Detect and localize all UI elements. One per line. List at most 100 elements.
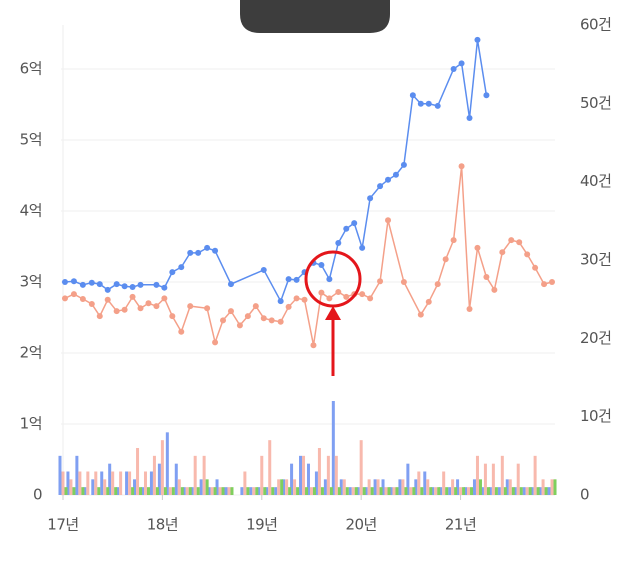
volume-bar — [464, 487, 468, 495]
volume-bar — [423, 471, 427, 495]
volume-bar — [389, 487, 393, 495]
price-point — [178, 328, 185, 335]
volume-bar — [533, 455, 537, 495]
price-point — [88, 301, 95, 308]
volume-bar — [271, 487, 275, 495]
volume-bar — [491, 463, 495, 495]
price-point — [326, 276, 333, 283]
volume-bar — [146, 487, 150, 495]
price-point — [104, 296, 111, 303]
volume-bar — [478, 479, 482, 495]
price-point — [187, 303, 194, 310]
x-tick-label: 20년 — [345, 516, 376, 534]
price-point — [359, 291, 366, 298]
price-point — [204, 244, 211, 251]
y2-tick-label: 60건 — [580, 16, 611, 34]
price-point — [351, 220, 358, 227]
price-point — [335, 288, 342, 295]
volume-bar — [290, 463, 294, 495]
volume-bar — [434, 487, 438, 495]
volume-bar — [72, 487, 76, 495]
volume-bar — [293, 479, 297, 495]
volume-bar — [497, 487, 501, 495]
price-point — [385, 176, 392, 183]
plot: 0 1억 2억 3억 4억 5억 6억 0 10건 20건 30건 40건 50건 60건 17년 18년 19… — [20, 16, 612, 534]
price-point — [129, 293, 136, 300]
price-point — [169, 269, 176, 276]
volume-bar — [486, 487, 490, 495]
price-point — [96, 281, 103, 288]
volume-bar — [207, 487, 211, 495]
volume-bar — [345, 487, 349, 495]
volume-bar — [528, 487, 532, 495]
price-point — [318, 261, 325, 268]
price-point — [212, 247, 219, 254]
price-point — [541, 281, 548, 288]
price-point — [483, 274, 490, 281]
price-point — [483, 92, 490, 99]
y2-tick-label: 40건 — [580, 172, 611, 190]
price-point — [434, 281, 441, 288]
volume-bar — [414, 479, 418, 495]
volume-bar — [125, 471, 129, 495]
volume-bar — [260, 455, 264, 495]
volume-bar — [538, 487, 542, 495]
volume-bar — [78, 471, 82, 495]
x-tick-label: 21년 — [445, 516, 476, 534]
volume-bar — [511, 487, 515, 495]
volume-bar — [163, 487, 167, 495]
volume-bar — [106, 487, 110, 495]
volume-bar — [177, 479, 181, 495]
price-point — [392, 171, 399, 178]
volume-bar — [94, 471, 98, 495]
x-tick-label: 18년 — [147, 516, 178, 534]
volume-bar — [339, 479, 343, 495]
volume-bar — [323, 479, 327, 495]
price-point — [204, 305, 211, 312]
volume-bar — [420, 487, 424, 495]
price-point — [268, 317, 275, 324]
volume-bar — [454, 487, 458, 495]
volume-bar — [362, 487, 366, 495]
price-point — [88, 279, 95, 286]
volume-bar — [265, 487, 269, 495]
volume-bar — [314, 471, 318, 495]
price-point — [212, 339, 219, 346]
arrow-head — [325, 306, 341, 320]
volume-bar — [230, 487, 234, 495]
price-point — [458, 163, 465, 170]
price-point — [79, 281, 86, 288]
price-point — [285, 303, 292, 310]
price-point — [434, 102, 441, 109]
volume-bar — [213, 487, 217, 495]
volume-bar — [431, 487, 435, 495]
volume-bar — [136, 448, 140, 495]
volume-bar — [188, 487, 192, 495]
volume-bar — [445, 487, 449, 495]
price-point — [310, 342, 317, 349]
volume-bar — [108, 463, 112, 495]
volume-bar — [143, 471, 147, 495]
volume-bar — [116, 487, 120, 495]
price-point — [524, 251, 531, 258]
price-point — [61, 295, 68, 302]
volume-bar — [351, 487, 355, 495]
volume-bar — [426, 479, 430, 495]
volume-bar — [395, 487, 399, 495]
volume-bar — [326, 455, 330, 495]
volume-bar — [58, 455, 62, 495]
volume-bar — [160, 440, 164, 495]
volume-bar — [448, 487, 452, 495]
volume-bar — [398, 479, 402, 495]
price-point — [359, 244, 366, 251]
price-point — [474, 36, 481, 43]
y-tick-label: 2억 — [20, 344, 42, 362]
volume-bar — [544, 487, 548, 495]
price-point — [220, 317, 227, 324]
volume-bar — [317, 448, 321, 495]
price-point — [252, 303, 259, 310]
volume-bar — [480, 487, 484, 495]
volume-bar — [221, 487, 225, 495]
volume-bar — [516, 463, 520, 495]
y2-tick-label: 30건 — [580, 251, 611, 269]
